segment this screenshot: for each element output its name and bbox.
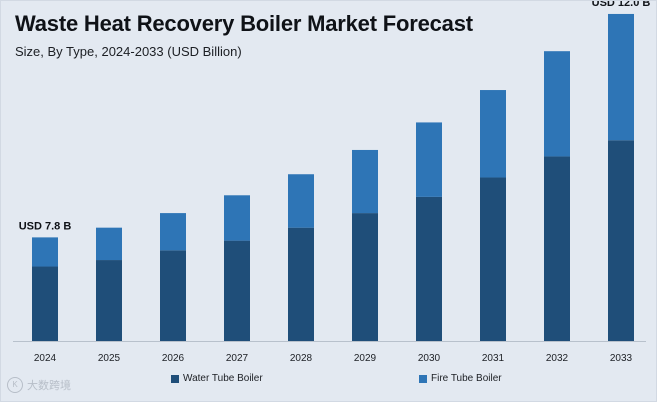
watermark: K 大数跨境 — [7, 377, 71, 393]
brand-logo-icon: K — [7, 377, 23, 393]
x-tick-label-2032: 2032 — [546, 353, 569, 364]
legend-label-fire-tube: Fire Tube Boiler — [431, 373, 502, 384]
bar-fire-tube-2030 — [416, 122, 442, 197]
legend-item-water-tube: Water Tube Boiler — [171, 373, 263, 384]
x-tick-label-2028: 2028 — [290, 353, 313, 364]
legend: Water Tube Boiler Fire Tube Boiler — [1, 373, 657, 389]
x-tick-label-2024: 2024 — [34, 353, 57, 364]
bar-fire-tube-2032 — [544, 51, 570, 157]
bar-fire-tube-2025 — [96, 227, 122, 261]
bar-water-tube-2025 — [96, 260, 122, 341]
x-tick-label-2031: 2031 — [482, 353, 505, 364]
chart-title: Waste Heat Recovery Boiler Market Foreca… — [15, 11, 473, 36]
bar-water-tube-2024 — [32, 266, 58, 341]
bar-water-tube-2032 — [544, 156, 570, 341]
x-tick-label-2033: 2033 — [610, 353, 633, 364]
bar-fire-tube-2033 — [608, 13, 634, 141]
bar-water-tube-2030 — [416, 196, 442, 341]
x-tick-label-2030: 2030 — [418, 353, 441, 364]
legend-item-fire-tube: Fire Tube Boiler — [419, 373, 502, 384]
x-tick-label-2027: 2027 — [226, 353, 249, 364]
legend-swatch-fire-tube — [419, 374, 427, 383]
bar-water-tube-2026 — [160, 250, 186, 341]
bar-fire-tube-2027 — [224, 195, 250, 241]
bar-fire-tube-2026 — [160, 213, 186, 251]
bar-fire-tube-2028 — [288, 174, 314, 228]
bar-water-tube-2029 — [352, 213, 378, 341]
chart-subtitle: Size, By Type, 2024-2033 (USD Billion) — [15, 44, 242, 59]
watermark-text: 大数跨境 — [27, 380, 71, 392]
bar-water-tube-2028 — [288, 227, 314, 341]
bar-fire-tube-2029 — [352, 149, 378, 214]
legend-label-water-tube: Water Tube Boiler — [183, 373, 263, 384]
bar-water-tube-2033 — [608, 140, 634, 341]
legend-swatch-water-tube — [171, 374, 179, 383]
bar-water-tube-2031 — [480, 177, 506, 341]
x-tick-label-2026: 2026 — [162, 353, 185, 364]
bar-fire-tube-2031 — [480, 90, 506, 178]
bar-fire-tube-2024 — [32, 237, 58, 267]
bar-water-tube-2027 — [224, 240, 250, 341]
x-tick-label-2025: 2025 — [98, 353, 121, 364]
annotation-2024: USD 7.8 B — [19, 220, 72, 232]
x-tick-label-2029: 2029 — [354, 353, 377, 364]
annotation-2033: USD 12.0 B — [592, 1, 651, 9]
